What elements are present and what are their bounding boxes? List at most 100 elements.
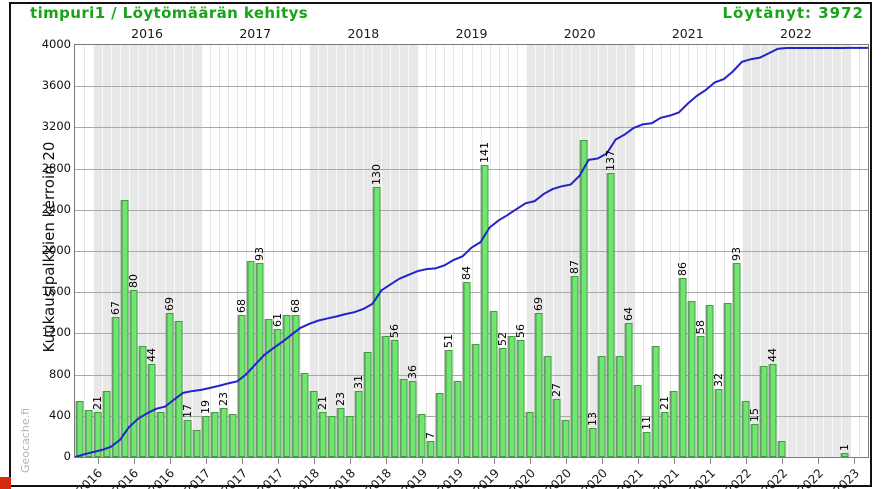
bar [274,329,282,457]
bar-value-label: 86 [676,261,690,276]
x-tick-label: 1/2022 [714,466,755,489]
bar [526,411,534,457]
bar-value-label: 13 [586,412,600,427]
bar [625,323,633,457]
bar-value-label: 44 [766,348,780,363]
bar-value-label: 84 [459,265,473,280]
x-tick [277,457,279,464]
bar [373,187,381,457]
x-tick [638,457,640,464]
x-tick [674,457,676,464]
bar [769,364,777,457]
bar [121,199,129,457]
x-tick [169,457,171,464]
bar-value-label: 7 [423,431,437,439]
bar-value-label: 32 [712,373,726,388]
x-tick [710,457,712,464]
y-tick-label: 3600 [41,78,71,93]
bar [175,321,183,457]
bar [724,302,732,457]
bar [328,415,336,457]
bar-value-label: 68 [288,298,302,313]
x-tick-label: 9/2017 [245,466,286,489]
y-tick-label: 2400 [41,201,71,216]
bar [202,415,210,457]
x-tick-label: 5/2019 [426,466,466,489]
bar [607,172,615,457]
bar [112,316,120,457]
bar-value-label: 21 [658,395,672,410]
bar [715,389,723,457]
year-label: 2018 [347,26,380,41]
x-tick [854,457,856,464]
x-tick [97,457,99,464]
x-tick [133,457,135,464]
x-tick-label: 1/2023 [822,466,863,489]
bar [238,314,246,457]
year-label: 2021 [671,26,704,41]
bar [553,399,561,457]
bar-value-label: 80 [126,274,140,289]
bar [310,391,318,457]
bar-value-label: 51 [441,333,455,348]
bar [589,428,597,457]
bar-value-label: 87 [568,259,582,274]
x-tick-label: 5/2022 [750,466,791,489]
bar [634,384,642,457]
bar-value-label: 19 [198,399,212,414]
y-tick-label: 400 [49,407,71,422]
x-tick [457,457,459,464]
y-gridline [75,168,868,170]
bar [427,440,435,457]
bar [292,314,300,457]
cumulative-line [75,46,868,457]
x-tick-label: 1/2019 [390,466,430,489]
bar [670,391,678,457]
y-tick-label: 1600 [41,284,71,299]
bar [463,281,471,457]
bar-value-label: 56 [387,323,401,338]
bar-value-label: 141 [478,141,492,163]
bar-value-label: 52 [496,331,510,346]
y-tick-label: 800 [49,366,71,381]
bar [85,409,93,457]
bar [130,290,138,457]
bar [616,356,624,457]
bar [436,393,444,457]
x-tick [349,457,351,464]
y-gridline [75,374,868,376]
y-gridline [75,292,868,294]
bar [841,452,849,457]
x-tick [602,457,604,464]
bar [346,415,354,457]
bar-value-label: 93 [252,247,266,262]
bar [283,314,291,457]
bar-value-label: 36 [405,364,419,379]
x-tick-label: 5/2021 [642,466,683,489]
bar [652,345,660,457]
bar [400,378,408,457]
x-tick-label: 5/2017 [209,466,250,489]
bar [94,411,102,457]
bar-value-label: 69 [532,296,546,311]
bar-value-label: 23 [333,391,347,406]
bar-value-label: 61 [270,313,284,328]
y-gridline [75,127,868,129]
x-tick [782,457,784,464]
y-tick-label: 2800 [41,160,71,175]
bar [544,356,552,457]
bar [697,335,705,457]
x-tick [205,457,207,464]
bar-value-label: 44 [144,348,158,363]
bar [409,380,417,457]
found-count: Löytänyt: 3972 [722,4,864,22]
bar-value-label: 23 [216,391,230,406]
bar [157,411,165,457]
bar [193,430,201,457]
year-label: 2017 [239,26,272,41]
bar-value-label: 69 [162,296,176,311]
y-gridline [75,415,868,417]
bar [472,343,480,457]
year-label: 2022 [780,26,812,41]
x-tick-label: 9/2019 [462,466,502,489]
